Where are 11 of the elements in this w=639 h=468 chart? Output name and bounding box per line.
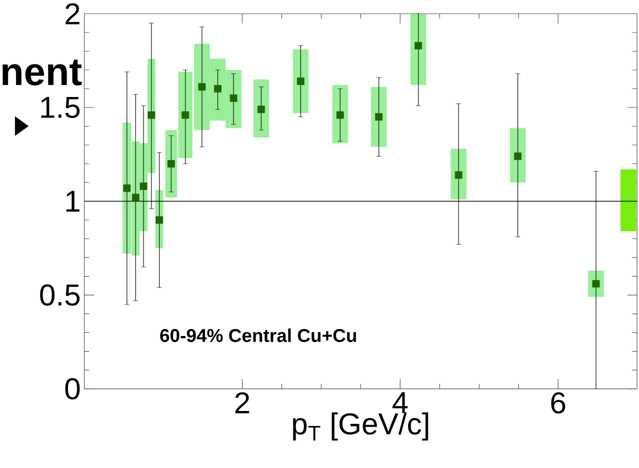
y-tick-label: 2 xyxy=(66,3,80,24)
annotation: 60-94% Central Cu+Cu xyxy=(160,328,356,342)
y-tick-label: 1 xyxy=(66,190,80,212)
x-tick-label: 6 xyxy=(551,392,566,414)
y-tick-label: 0 xyxy=(65,378,80,400)
x-axis-title: p$_{T}$ [GeV/c] xyxy=(293,412,428,441)
x-tick-label: 4 xyxy=(392,392,408,414)
text: nent xyxy=(2,60,82,86)
y-tick-label: 0.5 xyxy=(40,284,80,306)
y-tick-label: 1.5 xyxy=(41,97,80,118)
x-tick-label: 2 xyxy=(235,392,250,414)
